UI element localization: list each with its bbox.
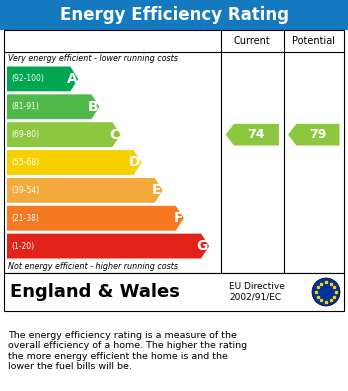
Bar [4, 273, 344, 311]
Polygon shape [288, 124, 339, 145]
Text: Potential: Potential [292, 36, 335, 46]
Polygon shape [7, 66, 78, 91]
Text: A: A [66, 72, 77, 86]
Text: B: B [88, 100, 98, 114]
Circle shape [312, 278, 340, 306]
Bar [0, 0, 348, 30]
Text: England & Wales: England & Wales [10, 283, 180, 301]
Text: Very energy efficient - lower running costs: Very energy efficient - lower running co… [8, 54, 178, 63]
Bar [4, 30, 344, 273]
Text: Not energy efficient - higher running costs: Not energy efficient - higher running co… [8, 262, 178, 271]
Text: 79: 79 [309, 128, 326, 141]
Text: (92-100): (92-100) [11, 74, 44, 83]
Polygon shape [7, 206, 184, 231]
Text: F: F [173, 211, 183, 225]
Text: The energy efficiency rating is a measure of the
overall efficiency of a home. T: The energy efficiency rating is a measur… [8, 331, 247, 371]
Polygon shape [7, 122, 120, 147]
Polygon shape [7, 234, 209, 258]
Text: 74: 74 [247, 128, 265, 141]
Text: (69-80): (69-80) [11, 130, 39, 139]
Polygon shape [7, 150, 142, 175]
Text: D: D [129, 156, 141, 170]
Polygon shape [7, 94, 100, 119]
Text: Current: Current [234, 36, 271, 46]
Text: G: G [197, 239, 208, 253]
Text: (21-38): (21-38) [11, 214, 39, 223]
Text: Energy Efficiency Rating: Energy Efficiency Rating [60, 6, 288, 24]
Text: C: C [109, 127, 119, 142]
Polygon shape [226, 124, 279, 145]
Text: E: E [152, 183, 162, 197]
Text: EU Directive
2002/91/EC: EU Directive 2002/91/EC [229, 282, 285, 302]
Text: (81-91): (81-91) [11, 102, 39, 111]
Text: (39-54): (39-54) [11, 186, 39, 195]
Text: (1-20): (1-20) [11, 242, 34, 251]
Polygon shape [7, 178, 163, 203]
Text: (55-68): (55-68) [11, 158, 39, 167]
